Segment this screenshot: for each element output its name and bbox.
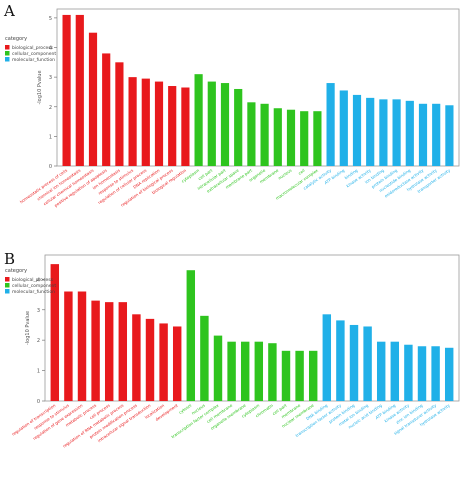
bar xyxy=(118,302,128,401)
bar xyxy=(154,81,164,166)
y-tick-label: 2 xyxy=(49,105,52,111)
bar xyxy=(366,97,375,166)
bar xyxy=(50,264,60,401)
bar xyxy=(62,14,71,166)
y-tick-label: 4 xyxy=(49,46,52,52)
bar xyxy=(444,347,454,401)
panel-label-a: A xyxy=(4,2,15,20)
bar xyxy=(172,326,182,401)
bar xyxy=(336,320,345,401)
bar xyxy=(104,302,114,401)
bar xyxy=(75,14,84,166)
bar xyxy=(145,318,155,401)
bar xyxy=(404,344,413,401)
y-tick-label: 0 xyxy=(37,399,40,405)
legend-label: molecular_function xyxy=(12,57,55,63)
bar xyxy=(418,103,428,166)
bar xyxy=(392,99,401,166)
x-tick-label: cytosol xyxy=(178,403,193,415)
bar xyxy=(181,87,190,166)
plot-frame xyxy=(44,254,460,402)
panel-label-b: B xyxy=(4,250,16,268)
bar xyxy=(207,81,216,166)
bar xyxy=(405,100,414,166)
y-tick-label: 1 xyxy=(49,134,52,140)
y-tick-label: 3 xyxy=(49,75,52,81)
bar xyxy=(260,103,269,166)
bar xyxy=(349,324,359,401)
bar xyxy=(445,105,454,166)
y-tick-label: 3 xyxy=(37,308,40,314)
y-tick-label: 2 xyxy=(37,338,40,344)
legend-title: category xyxy=(5,268,27,274)
x-tick-label: nucleus xyxy=(277,168,293,181)
legend-swatch xyxy=(5,51,10,56)
bar xyxy=(352,94,362,166)
bar xyxy=(91,300,100,401)
bar xyxy=(247,102,256,166)
bar xyxy=(227,341,236,401)
bar xyxy=(379,99,388,166)
bar xyxy=(102,53,111,167)
bar xyxy=(128,77,137,166)
bar xyxy=(339,90,348,166)
legend-label: cellular_component xyxy=(12,283,56,289)
legend-swatch xyxy=(5,45,10,50)
y-tick-label: 4 xyxy=(37,277,40,283)
bar xyxy=(431,346,440,401)
legend-label: cellular_component xyxy=(12,51,56,57)
bar xyxy=(281,350,291,401)
bar xyxy=(308,350,318,401)
bar xyxy=(273,108,282,166)
bar xyxy=(88,32,98,166)
y-tick-label: 0 xyxy=(49,164,52,170)
y-tick-label: 1 xyxy=(37,369,40,375)
bar xyxy=(64,291,73,401)
bar xyxy=(322,314,332,401)
bar xyxy=(286,109,296,166)
bar xyxy=(313,111,322,166)
bar xyxy=(194,74,203,166)
bar xyxy=(132,314,141,401)
legend-swatch xyxy=(5,57,10,62)
y-tick-label: 5 xyxy=(49,16,52,22)
y-axis-label: -log10 Pvalue xyxy=(37,70,43,104)
bar xyxy=(220,83,230,166)
bar xyxy=(115,62,124,166)
legend-label: biological_process xyxy=(12,45,54,51)
legend-title: category xyxy=(5,36,27,42)
bar xyxy=(168,86,177,166)
bar xyxy=(77,291,87,401)
bar xyxy=(326,83,335,166)
x-tick-label: cell xyxy=(297,168,306,176)
bar xyxy=(186,270,196,401)
bar xyxy=(432,103,441,166)
plot-frame xyxy=(56,8,460,167)
legend-label: biological_process xyxy=(12,277,54,283)
bar xyxy=(141,78,150,166)
bar xyxy=(213,335,223,401)
bar xyxy=(390,341,400,401)
bar xyxy=(268,343,277,401)
bar xyxy=(363,326,372,401)
bar xyxy=(200,315,209,401)
bar xyxy=(159,323,168,401)
bar xyxy=(234,88,243,166)
legend-swatch xyxy=(5,277,10,282)
y-axis-label: -log10 Pvalue xyxy=(25,311,31,345)
bar xyxy=(417,346,427,401)
bar xyxy=(295,350,304,401)
legend-swatch xyxy=(5,283,10,288)
legend-swatch xyxy=(5,289,10,294)
bar xyxy=(254,341,264,401)
bar xyxy=(240,341,250,401)
legend-label: molecular_function xyxy=(12,289,55,295)
bar xyxy=(376,341,386,401)
bar xyxy=(300,111,309,166)
